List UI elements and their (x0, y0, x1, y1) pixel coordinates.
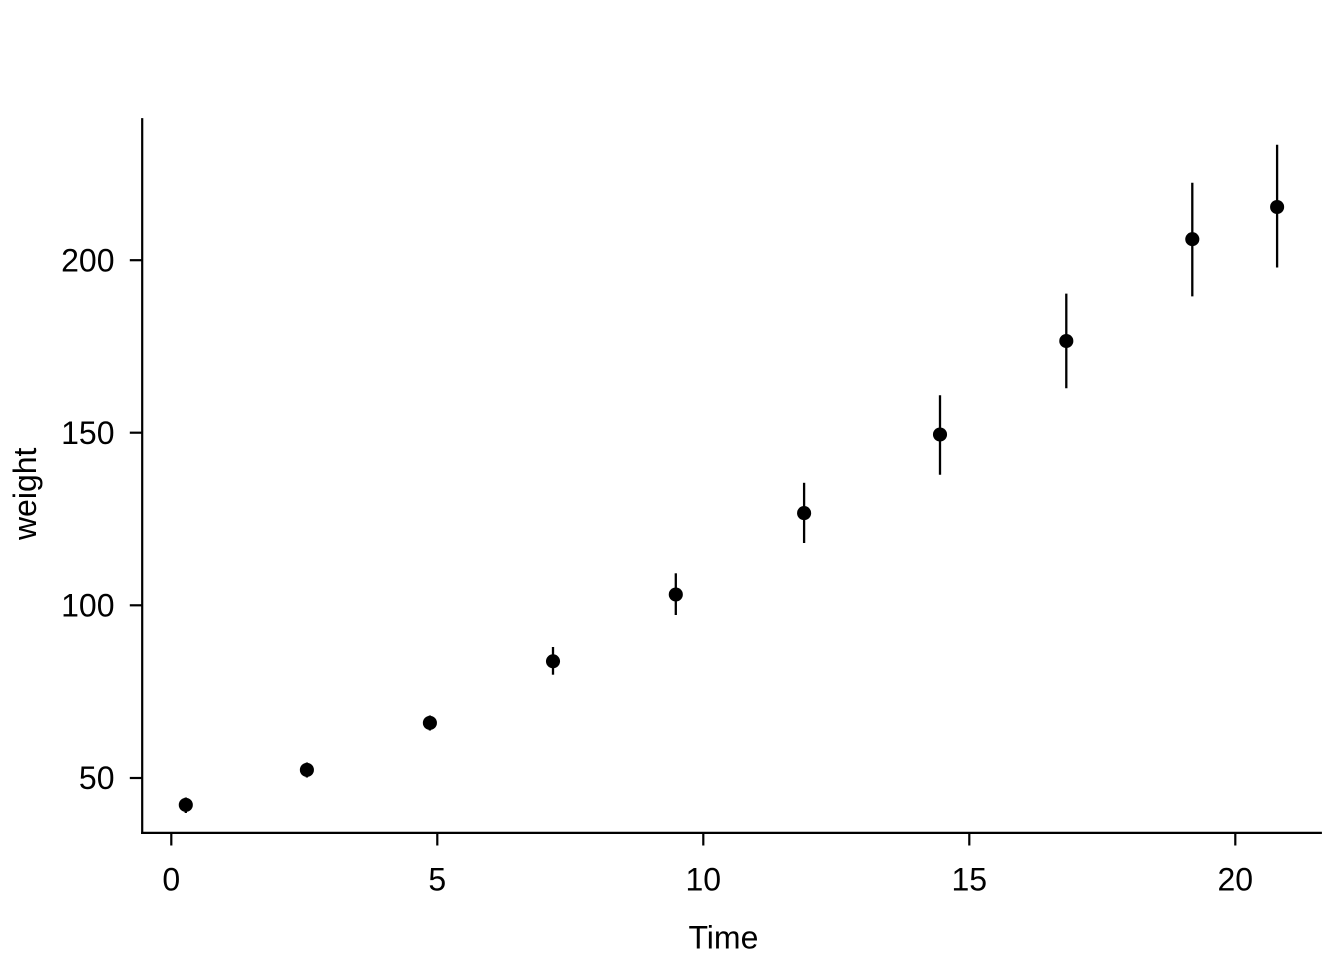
svg-text:100: 100 (61, 588, 114, 624)
svg-text:200: 200 (61, 242, 114, 278)
svg-text:20: 20 (1218, 862, 1254, 898)
svg-text:150: 150 (61, 415, 114, 451)
svg-text:10: 10 (686, 862, 722, 898)
svg-text:50: 50 (79, 760, 115, 796)
svg-text:Time: Time (688, 920, 758, 956)
svg-text:5: 5 (428, 862, 446, 898)
svg-text:weight: weight (7, 447, 43, 541)
svg-text:15: 15 (952, 862, 988, 898)
svg-text:0: 0 (162, 862, 180, 898)
